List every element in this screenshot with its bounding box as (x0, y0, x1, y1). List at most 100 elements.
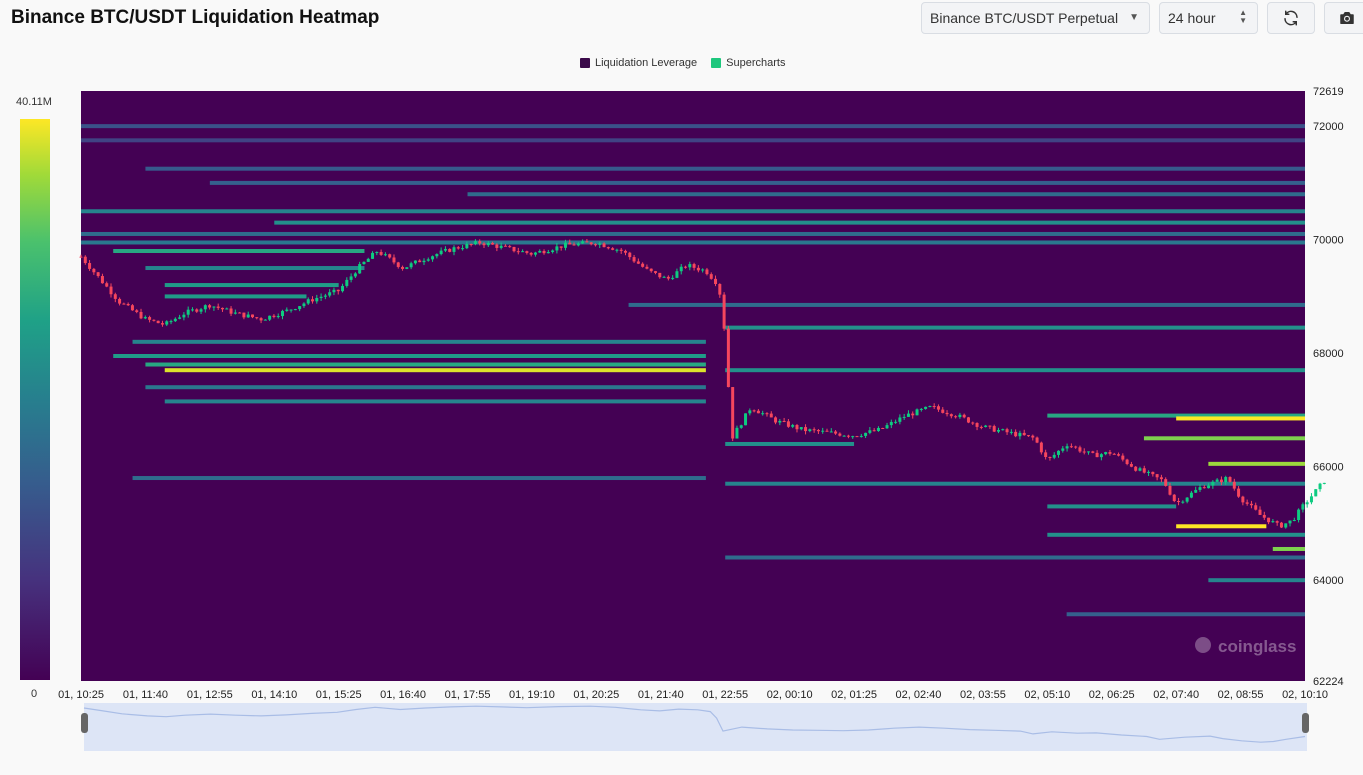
liquidation-band (1176, 524, 1267, 529)
candle-body (756, 410, 760, 414)
legend-label: Liquidation Leverage (595, 57, 698, 69)
refresh-icon (1284, 10, 1298, 26)
refresh-button[interactable] (1267, 2, 1315, 34)
candle-body (169, 321, 173, 323)
candle-body (242, 312, 246, 318)
y-tick-label: 68000 (1313, 348, 1344, 360)
candle-body (503, 245, 507, 247)
candle-body (323, 295, 327, 297)
candle-body (212, 306, 216, 308)
candle-body (855, 436, 859, 438)
candle-body (208, 305, 212, 308)
candle-body (413, 260, 417, 264)
liquidation-band (725, 441, 855, 446)
candle-body (1052, 454, 1056, 458)
candle-body (1271, 521, 1275, 523)
page-title: Binance BTC/USDT Liquidation Heatmap (11, 7, 380, 28)
range-navigator[interactable] (84, 703, 1307, 751)
candle-body (281, 310, 285, 317)
candle-body (602, 243, 606, 248)
candle-body (182, 314, 186, 318)
candle-body (508, 246, 512, 248)
candle-body (585, 241, 589, 243)
candle-body (889, 421, 893, 426)
legend-label: Supercharts (726, 57, 786, 69)
x-tick-label: 01, 19:10 (509, 689, 555, 701)
candle-body (272, 315, 276, 317)
candle-body (881, 427, 885, 429)
x-tick-label: 01, 22:55 (702, 689, 748, 701)
exchange-select[interactable]: Binance BTC/USDT Perpetual ▼ (921, 2, 1150, 34)
candle-body (1031, 435, 1035, 438)
candle-body (336, 289, 340, 292)
candle-body (521, 251, 525, 253)
screenshot-button[interactable] (1324, 2, 1363, 34)
liquidation-band (164, 399, 706, 404)
candle-body (1168, 485, 1172, 495)
candle-body (765, 413, 769, 415)
candle-body (482, 243, 486, 246)
candle-body (1112, 453, 1116, 455)
x-tick-label: 01, 17:55 (445, 689, 491, 701)
candle-body (431, 256, 435, 260)
candle-body (443, 248, 447, 251)
candle-body (418, 260, 422, 263)
x-tick-label: 01, 15:25 (316, 689, 362, 701)
candle-body (1241, 496, 1245, 503)
candle-body (1305, 502, 1309, 505)
candle-body (1254, 505, 1258, 510)
liquidation-band (725, 368, 1305, 373)
liquidation-band (725, 481, 1305, 486)
liquidation-band (145, 166, 1306, 171)
candle-body (868, 430, 872, 433)
candle-body (799, 427, 803, 430)
legend-item-supercharts[interactable]: Supercharts (711, 57, 785, 69)
candle-body (1202, 487, 1206, 489)
candle-body (829, 431, 833, 433)
candle-body (1057, 450, 1061, 455)
candle-body (671, 277, 675, 279)
candle-body (581, 241, 585, 244)
candle-body (452, 247, 456, 252)
candle-body (1322, 482, 1326, 484)
candle-body (941, 409, 945, 413)
watermark-text: coinglass (1218, 637, 1296, 656)
candle-body (478, 241, 482, 244)
liquidation-band (1047, 532, 1305, 537)
legend-item-liquidation-leverage[interactable]: Liquidation Leverage (580, 57, 697, 69)
candle-body (919, 408, 923, 410)
time-range-select[interactable]: 24 hour ▲ ▼ (1159, 2, 1258, 34)
liquidation-band (164, 283, 339, 288)
candle-body (439, 250, 443, 255)
candle-body (992, 426, 996, 432)
candle-body (709, 274, 713, 279)
candle-body (516, 251, 520, 253)
liquidation-band (1272, 546, 1305, 551)
candle-body (705, 269, 709, 275)
candle-body (448, 248, 452, 252)
candle-body (259, 318, 263, 321)
candle-body (722, 294, 726, 329)
candle-body (611, 248, 615, 250)
candle-body (894, 421, 898, 423)
candle-body (774, 417, 778, 423)
candle-body (1065, 446, 1069, 449)
candle-body (203, 305, 207, 310)
candle-body (160, 323, 164, 325)
liquidation-band (81, 209, 1305, 214)
candle-body (362, 261, 366, 265)
candle-body (808, 429, 812, 432)
candle-body (636, 261, 640, 264)
candle-body (834, 431, 838, 434)
candle-body (113, 294, 117, 299)
candle-body (1172, 494, 1176, 502)
candle-body (1219, 479, 1223, 483)
candle-body (173, 318, 177, 322)
liquidation-band (113, 249, 365, 254)
candle-body (405, 267, 409, 269)
candle-body (1005, 429, 1009, 433)
candle-body (864, 432, 868, 436)
candle-body (1177, 501, 1181, 503)
candle-body (1224, 477, 1228, 483)
camera-icon (1339, 12, 1354, 24)
